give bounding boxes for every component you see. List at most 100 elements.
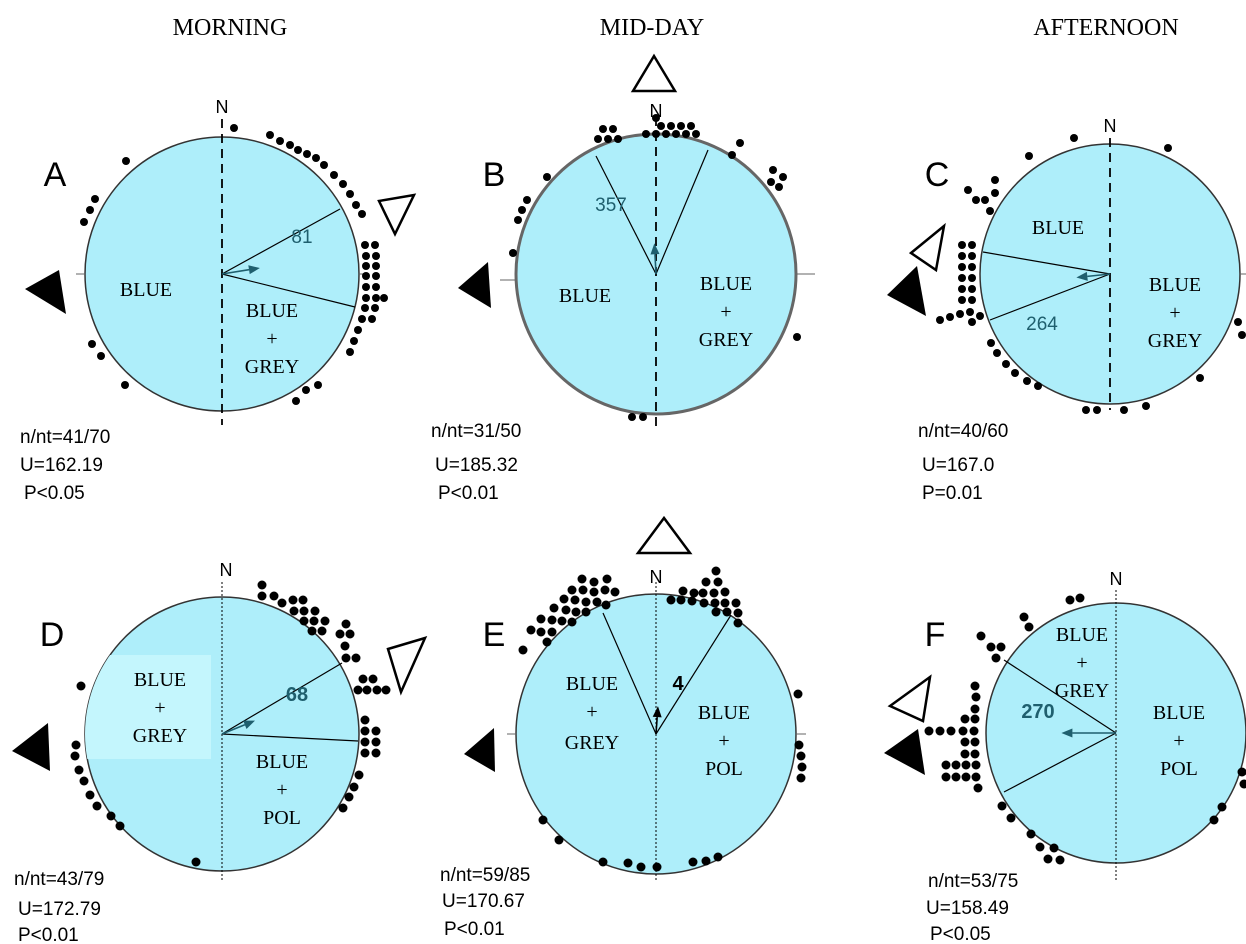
panel-b: N B BLUE BLUE + GREY 357 n/nt=31/50 U=18… (431, 53, 815, 504)
sector-label: + (276, 779, 287, 801)
sector-boundary (602, 612, 657, 735)
sector-label: POL (263, 807, 301, 829)
n-ratio: n/nt=31/50 (431, 421, 521, 442)
u-statistic: U=158.49 (926, 898, 1009, 919)
mean-angle-label: 4 (672, 673, 684, 695)
panel-letter: D (40, 616, 65, 654)
open-triangle-marker (908, 222, 946, 273)
column-heading-afternoon: AFTERNOON (1033, 15, 1178, 41)
sector-label: BLUE (1032, 217, 1084, 239)
n-ratio: n/nt=40/60 (918, 421, 1008, 442)
observation-dots (518, 566, 807, 872)
observation-dots (80, 124, 388, 405)
label-highlight (85, 655, 211, 759)
sector-label: BLUE (120, 279, 172, 301)
mean-angle-label: 264 (1026, 314, 1058, 335)
panel-e: N E BLUE + GREY BLUE + POL 4 n/nt=59/85 … (440, 515, 807, 940)
u-statistic: U=170.67 (442, 891, 525, 912)
p-value: P<0.01 (444, 919, 505, 940)
sector-label: BLUE (559, 285, 611, 307)
observation-dots (936, 134, 1246, 414)
n-ratio: n/nt=41/70 (20, 427, 110, 448)
sector-label: + (720, 301, 731, 323)
observation-dots (924, 593, 1246, 865)
filled-triangle-marker (464, 728, 495, 772)
mean-vector-arrowhead (1076, 271, 1088, 281)
u-statistic: U=172.79 (18, 899, 101, 920)
mean-vector (655, 716, 658, 735)
sector-boundary (989, 273, 1111, 321)
u-statistic: U=162.19 (20, 455, 103, 476)
sector-label: + (1173, 730, 1184, 752)
sector-label: GREY (245, 356, 299, 378)
sector-boundary (655, 149, 709, 275)
u-statistic: U=167.0 (922, 455, 994, 476)
sector-label: GREY (1148, 330, 1202, 352)
sector-label: GREY (699, 329, 753, 351)
sector-label: BLUE (134, 669, 186, 691)
panel-a: N A BLUE BLUE + GREY 81 n/nt=41/70 U=162… (20, 97, 417, 504)
column-heading-midday: MID-DAY (600, 15, 704, 41)
mean-vector-arrowhead (650, 243, 660, 255)
sector-label: + (266, 328, 277, 350)
sector-boundary (221, 733, 359, 742)
filled-triangle-marker (458, 262, 491, 308)
sector-boundary (595, 155, 657, 275)
sector-boundary (1003, 659, 1117, 734)
sector-boundary (221, 208, 341, 275)
sector-boundary (655, 614, 732, 735)
sector-label: + (1076, 652, 1087, 674)
n-ratio: n/nt=59/85 (440, 865, 530, 886)
mean-angle-label: 81 (291, 227, 312, 248)
mean-vector (221, 268, 250, 275)
sector-label: + (154, 697, 165, 719)
mean-vector (1087, 273, 1111, 278)
p-value: P<0.05 (930, 924, 991, 944)
north-label: N (650, 567, 663, 587)
sector-label: POL (1160, 758, 1198, 780)
panel-c: N C BLUE BLUE + GREY 264 n/nt=40/60 U=16… (887, 116, 1246, 504)
sector-label: BLUE (1153, 702, 1205, 724)
p-value: P<0.01 (438, 483, 499, 504)
sector-label: BLUE (256, 751, 308, 773)
panel-f: N F BLUE + GREY BLUE + POL 270 n/nt=53/7… (884, 569, 1246, 944)
sector-label: GREY (565, 732, 619, 754)
mean-angle-label: 68 (286, 684, 308, 706)
panel-d: N D BLUE + GREY BLUE + POL 68 n/nt=43/79… (12, 560, 428, 944)
sector-boundary (1003, 732, 1117, 793)
open-triangle-marker (630, 53, 678, 93)
sector-label: BLUE (566, 673, 618, 695)
open-triangle-marker (635, 515, 693, 555)
panel-letter: C (925, 156, 950, 194)
sector-label: POL (705, 758, 743, 780)
north-label: N (1110, 569, 1123, 589)
sector-boundary (221, 273, 356, 308)
panel-letter: A (44, 156, 67, 194)
u-statistic: U=185.32 (435, 455, 518, 476)
mean-vector-arrowhead (248, 265, 260, 275)
sector-label: BLUE (1149, 274, 1201, 296)
sector-label: BLUE (698, 702, 750, 724)
panel-letter: F (925, 616, 946, 654)
mean-vector-arrowhead (243, 720, 256, 729)
sector-label: GREY (1055, 680, 1109, 702)
mean-vector-arrowhead (1061, 728, 1073, 738)
filled-triangle-marker (884, 729, 925, 775)
mean-vector (654, 254, 657, 275)
sector-label: BLUE (246, 300, 298, 322)
panel-letter: B (483, 156, 506, 194)
north-label: N (220, 560, 233, 580)
panel-letter: E (483, 616, 506, 654)
sector-boundary (982, 251, 1111, 275)
mean-vector-arrowhead (652, 706, 662, 718)
sector-label: + (1169, 302, 1180, 324)
open-triangle-marker (887, 674, 932, 723)
p-value: P=0.01 (922, 483, 983, 504)
sector-label: + (718, 730, 729, 752)
north-label: N (1104, 116, 1117, 136)
p-value: P<0.05 (24, 483, 85, 504)
observation-dots (509, 114, 801, 421)
n-ratio: n/nt=43/79 (14, 869, 104, 890)
mean-vector (221, 724, 246, 735)
column-heading-morning: MORNING (173, 15, 288, 41)
